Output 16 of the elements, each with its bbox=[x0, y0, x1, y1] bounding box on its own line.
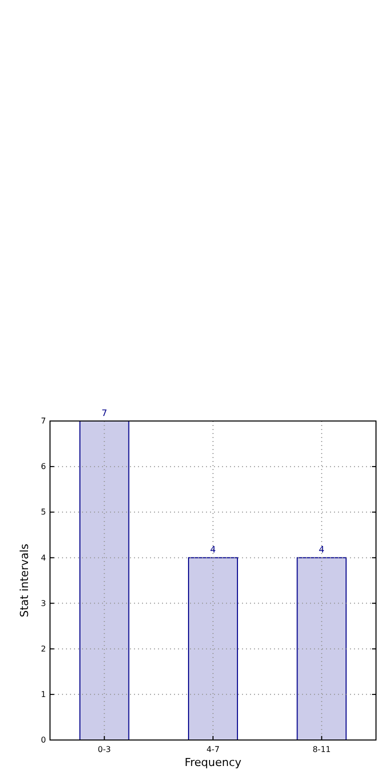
y-tick-label: 2 bbox=[40, 644, 46, 654]
x-tick-label: 4-7 bbox=[206, 745, 220, 754]
y-tick-label: 6 bbox=[40, 462, 46, 472]
y-tick-label: 0 bbox=[40, 736, 46, 745]
y-tick-label: 5 bbox=[40, 508, 46, 517]
y-tick-label: 1 bbox=[40, 690, 46, 699]
x-axis-title: Frequency bbox=[184, 756, 242, 769]
data-label: 4 bbox=[210, 546, 216, 556]
data-label: 7 bbox=[101, 409, 108, 419]
y-tick-label: 3 bbox=[40, 598, 46, 608]
x-tick-label: 8-11 bbox=[312, 745, 331, 754]
x-tick-label: 0-3 bbox=[98, 745, 111, 754]
y-tick-label: 4 bbox=[40, 553, 46, 562]
y-axis-title: Stat intervals bbox=[18, 543, 31, 618]
data-label: 4 bbox=[318, 546, 325, 556]
y-tick-label: 7 bbox=[40, 416, 46, 426]
